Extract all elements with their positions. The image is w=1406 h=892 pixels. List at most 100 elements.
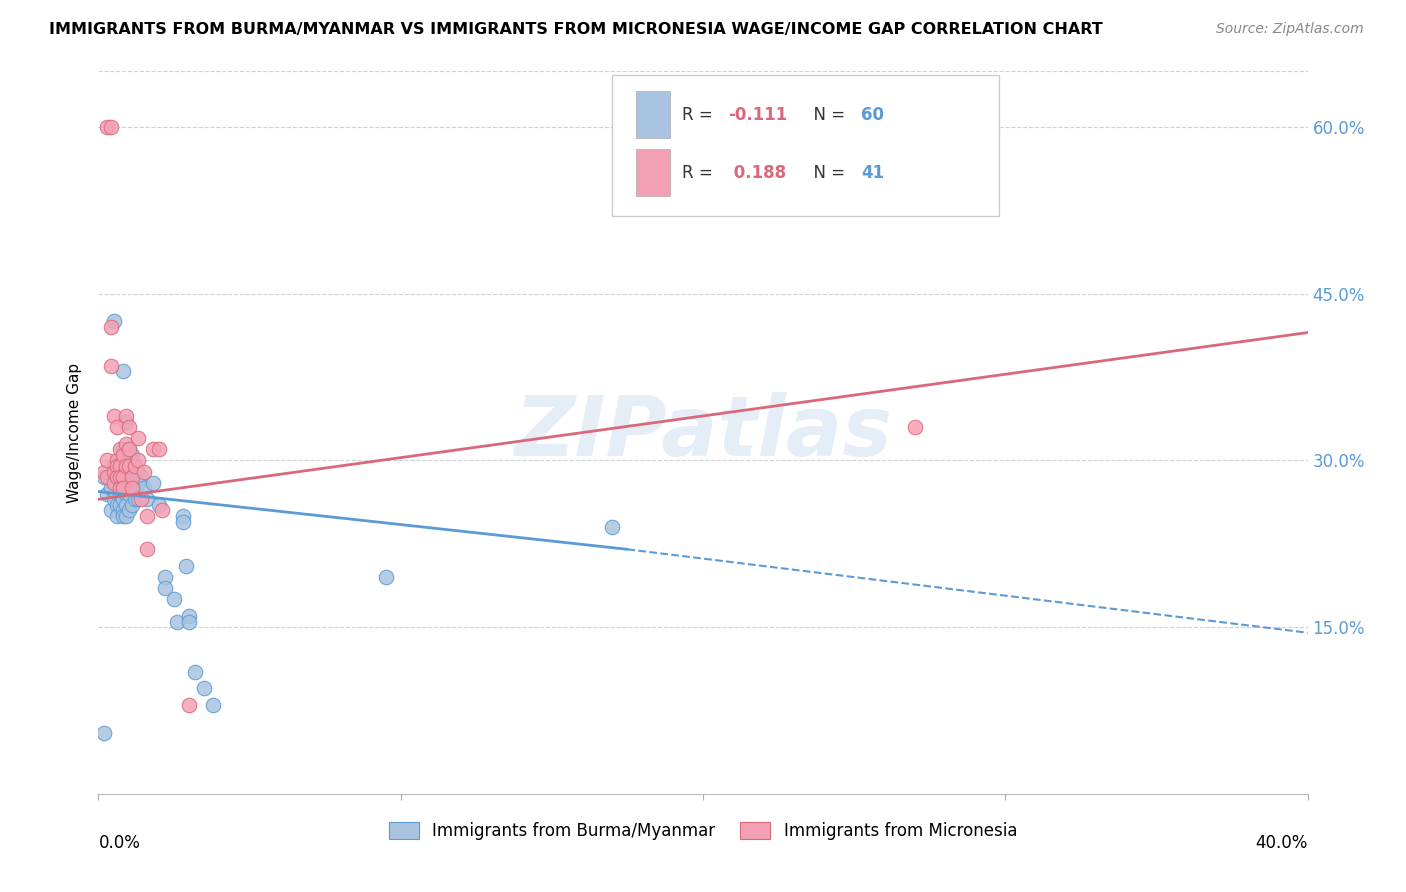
Point — [111, 481, 134, 495]
Text: N =: N = — [803, 106, 851, 124]
Point — [111, 508, 134, 523]
Point — [129, 470, 152, 484]
Point — [93, 470, 115, 484]
Point — [111, 448, 134, 462]
Point — [103, 465, 125, 479]
Point — [103, 458, 125, 473]
Point — [96, 470, 118, 484]
Text: 41: 41 — [862, 163, 884, 181]
Point — [127, 453, 149, 467]
Text: IMMIGRANTS FROM BURMA/MYANMAR VS IMMIGRANTS FROM MICRONESIA WAGE/INCOME GAP CORR: IMMIGRANTS FROM BURMA/MYANMAR VS IMMIGRA… — [49, 22, 1102, 37]
Point — [202, 698, 225, 712]
FancyBboxPatch shape — [637, 91, 671, 138]
Point — [114, 508, 136, 523]
Point — [108, 470, 131, 484]
Point — [374, 570, 396, 584]
Point — [108, 487, 131, 501]
Text: Source: ZipAtlas.com: Source: ZipAtlas.com — [1216, 22, 1364, 37]
Point — [103, 314, 125, 328]
Point — [100, 359, 122, 373]
Point — [118, 420, 141, 434]
Point — [105, 420, 128, 434]
Point — [121, 448, 143, 462]
Point — [118, 442, 141, 457]
Point — [142, 442, 165, 457]
Point — [111, 492, 134, 507]
Point — [179, 698, 201, 712]
Point — [118, 458, 141, 473]
Point — [602, 520, 624, 534]
Point — [114, 436, 136, 450]
Point — [114, 458, 136, 473]
Point — [163, 592, 186, 607]
Text: R =: R = — [682, 106, 718, 124]
Point — [111, 487, 134, 501]
Text: 0.0%: 0.0% — [98, 834, 141, 852]
Point — [118, 442, 141, 457]
Text: ZIPatlas: ZIPatlas — [515, 392, 891, 473]
Point — [148, 442, 170, 457]
Point — [118, 470, 141, 484]
Point — [93, 465, 115, 479]
Point — [100, 120, 122, 134]
Point — [108, 481, 131, 495]
Point — [127, 475, 149, 490]
Point — [111, 364, 134, 378]
Point — [100, 503, 122, 517]
Point — [114, 475, 136, 490]
Point — [172, 515, 194, 529]
Point — [111, 481, 134, 495]
Point — [105, 453, 128, 467]
Point — [127, 492, 149, 507]
Point — [124, 481, 146, 495]
Point — [904, 420, 927, 434]
Point — [96, 120, 118, 134]
Text: R =: R = — [682, 163, 718, 181]
Point — [150, 503, 173, 517]
Point — [93, 725, 115, 739]
FancyBboxPatch shape — [613, 75, 1000, 216]
Point — [127, 431, 149, 445]
Point — [172, 508, 194, 523]
Point — [174, 559, 197, 574]
Point — [111, 475, 134, 490]
Text: 60: 60 — [862, 106, 884, 124]
Point — [135, 492, 157, 507]
Point — [184, 665, 207, 679]
Point — [129, 492, 152, 507]
Point — [108, 458, 131, 473]
Point — [105, 470, 128, 484]
Text: N =: N = — [803, 163, 851, 181]
Point — [124, 458, 146, 473]
Point — [108, 442, 131, 457]
Point — [103, 409, 125, 423]
FancyBboxPatch shape — [637, 149, 671, 196]
Point — [127, 465, 149, 479]
Text: 40.0%: 40.0% — [1256, 834, 1308, 852]
Point — [179, 615, 201, 629]
Point — [114, 415, 136, 429]
Point — [132, 481, 155, 495]
Point — [96, 453, 118, 467]
Point — [114, 498, 136, 512]
Point — [121, 481, 143, 495]
Point — [142, 475, 165, 490]
Point — [124, 492, 146, 507]
Point — [121, 498, 143, 512]
Point — [135, 542, 157, 557]
Point — [108, 498, 131, 512]
Text: -0.111: -0.111 — [728, 106, 787, 124]
Point — [108, 470, 131, 484]
Point — [118, 458, 141, 473]
Point — [103, 475, 125, 490]
Point — [179, 609, 201, 624]
Point — [114, 487, 136, 501]
Point — [118, 503, 141, 517]
Point — [153, 570, 176, 584]
Point — [100, 481, 122, 495]
Point — [114, 409, 136, 423]
Point — [153, 581, 176, 595]
Point — [193, 681, 215, 696]
Point — [100, 320, 122, 334]
Y-axis label: Wage/Income Gap: Wage/Income Gap — [67, 362, 83, 503]
